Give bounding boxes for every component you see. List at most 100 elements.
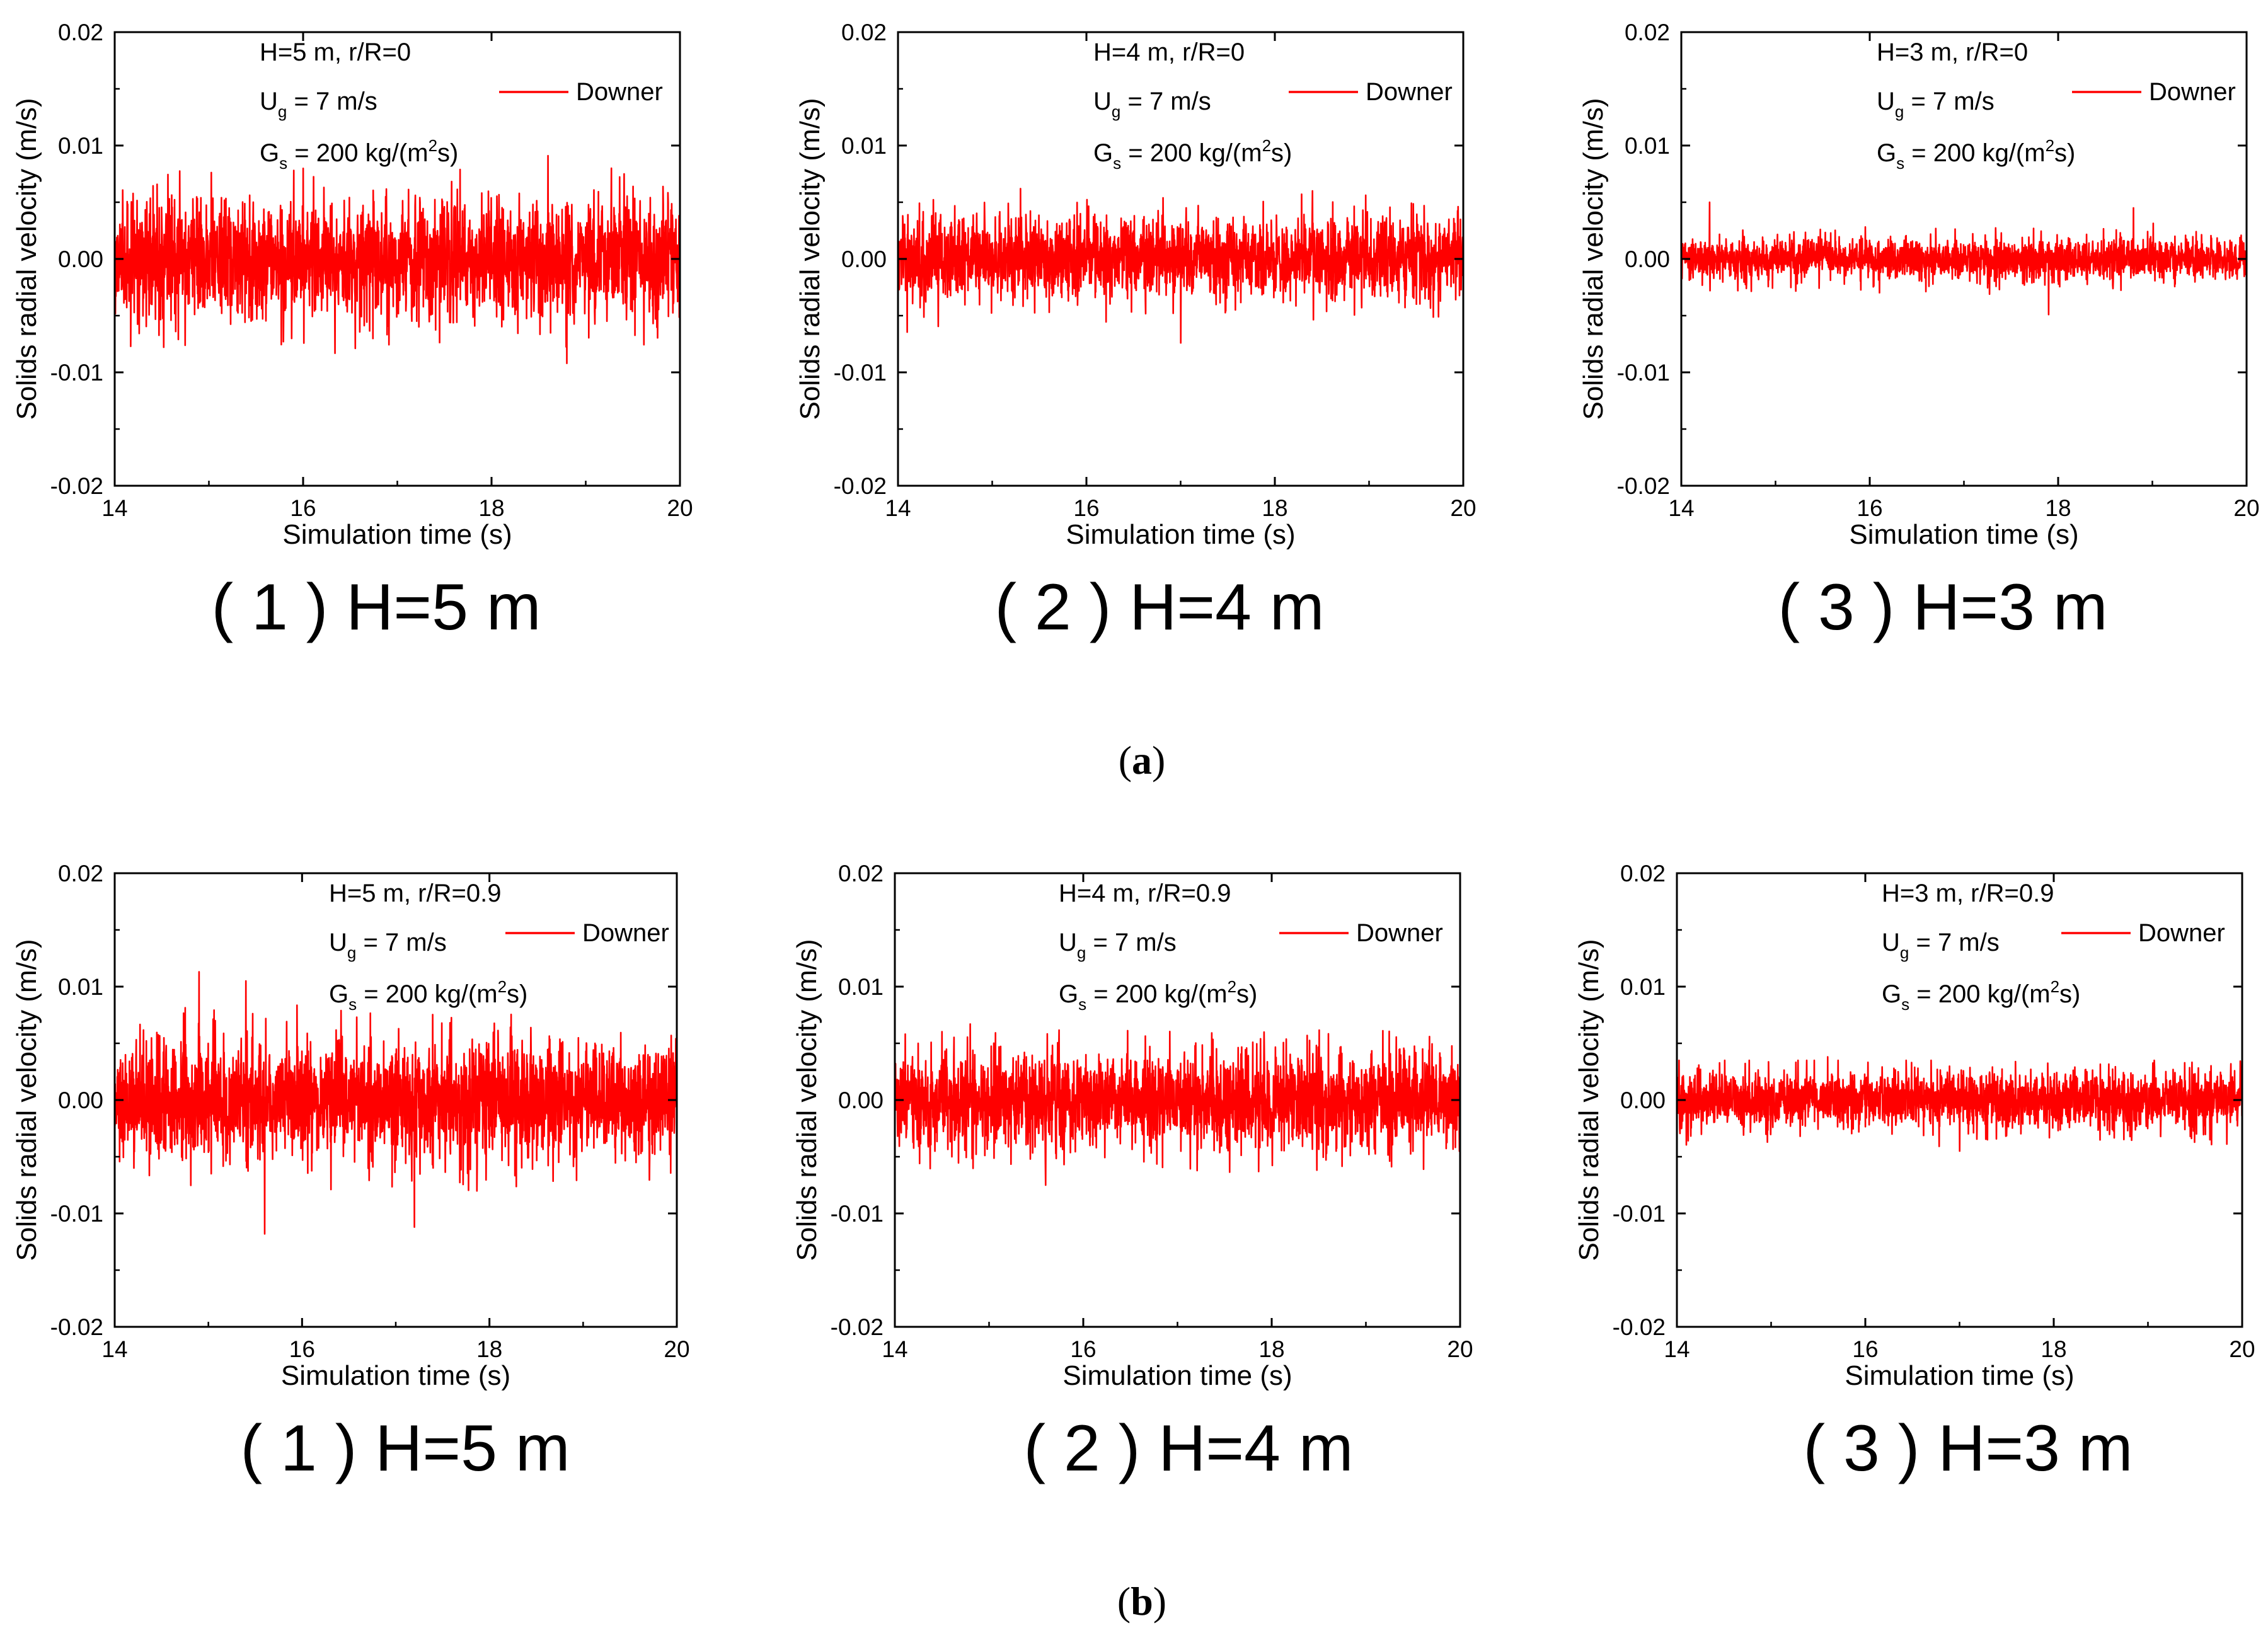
annotation-solids-flux: Gs = 200 kg/(m2s) <box>329 977 527 1014</box>
legend-label-downer: Downer <box>1356 919 1443 947</box>
chart-a2: 14 16 18 20 0.02 0.01 0.00 -0.01 -0.02 Simulation… <box>795 20 1477 550</box>
annotation-gas-velocity: Ug = 7 m/s <box>1882 929 2000 962</box>
y-axis-label: Solids radial velocity (m/s) <box>1574 939 1604 1261</box>
annotation-gas-velocity: Ug = 7 m/s <box>329 929 447 962</box>
y-tick-label: -0.02 <box>834 473 887 499</box>
y-axis-label: Solids radial velocity (m/s) <box>791 939 822 1261</box>
x-tick-label: 18 <box>2041 1336 2066 1362</box>
x-tick-label: 16 <box>1073 495 1099 521</box>
annotation-position: H=3 m, r/R=0 <box>1877 38 2028 66</box>
chart-b3: 14 16 18 20 0.02 0.01 0.00 -0.01 -0.02 Simulation… <box>1574 861 2255 1391</box>
x-tick-label: 20 <box>664 1336 689 1362</box>
chart-a1: 14 16 18 20 0.02 0.01 0.00 -0.01 -0.02 Simulation… <box>11 20 693 550</box>
y-tick-label: 0.00 <box>1620 1087 1666 1113</box>
x-tick-label: 14 <box>1664 1336 1689 1362</box>
x-tick-label: 16 <box>290 495 316 521</box>
x-tick-label: 18 <box>478 495 504 521</box>
x-tick-label: 20 <box>1447 1336 1473 1362</box>
legend-label-downer: Downer <box>2138 919 2225 947</box>
legend-label-downer: Downer <box>576 78 663 106</box>
annotation-solids-flux: Gs = 200 kg/(m2s) <box>1093 136 1292 173</box>
annotation-gas-velocity: Ug = 7 m/s <box>1093 88 1211 121</box>
group-label-b: (b) <box>1117 1579 1167 1624</box>
y-tick-label: 0.00 <box>841 246 887 272</box>
y-tick-label: 0.01 <box>1620 974 1666 1000</box>
y-tick-label: 0.00 <box>838 1087 884 1113</box>
x-tick-label: 18 <box>1262 495 1287 521</box>
y-tick-label: 0.02 <box>838 861 884 886</box>
series-line-downer <box>113 154 681 364</box>
annotation-position: H=5 m, r/R=0 <box>260 38 411 66</box>
annotation-gas-velocity: Ug = 7 m/s <box>260 88 377 121</box>
x-tick-label: 18 <box>1258 1336 1284 1362</box>
series-line-downer <box>1680 201 2248 316</box>
x-tick-label: 18 <box>476 1336 502 1362</box>
legend-label-downer: Downer <box>2149 78 2236 106</box>
y-axis-label: Solids radial velocity (m/s) <box>1578 98 1609 420</box>
annotation-gas-velocity: Ug = 7 m/s <box>1059 929 1177 962</box>
chart-b2: 14 16 18 20 0.02 0.01 0.00 -0.01 -0.02 Simulation… <box>791 861 1473 1391</box>
y-tick-label: -0.02 <box>1613 1314 1666 1340</box>
y-tick-label: 0.01 <box>841 133 887 159</box>
x-tick-label: 14 <box>101 495 127 521</box>
y-tick-label: 0.01 <box>58 974 103 1000</box>
annotation-position: H=3 m, r/R=0.9 <box>1882 880 2054 907</box>
x-axis-label: Simulation time (s) <box>282 519 512 550</box>
legend-label-downer: Downer <box>1366 78 1453 106</box>
y-tick-label: 0.00 <box>58 1087 103 1113</box>
y-tick-label: 0.00 <box>58 246 103 272</box>
panel-caption-b3: ( 3 ) H=3 m <box>1803 1412 2133 1485</box>
x-axis-label: Simulation time (s) <box>1066 519 1295 550</box>
series-line-downer <box>113 971 678 1235</box>
x-tick-label: 16 <box>1856 495 1882 521</box>
x-tick-label: 16 <box>1070 1336 1096 1362</box>
annotation-solids-flux: Gs = 200 kg/(m2s) <box>1882 977 2080 1014</box>
y-axis-label: Solids radial velocity (m/s) <box>11 98 42 420</box>
annotation-solids-flux: Gs = 200 kg/(m2s) <box>1877 136 2075 173</box>
annotation-position: H=4 m, r/R=0.9 <box>1059 880 1231 907</box>
x-tick-label: 14 <box>885 495 911 521</box>
series-line-downer <box>897 188 1465 344</box>
y-tick-label: -0.01 <box>50 360 103 386</box>
panel-caption-b1: ( 1 ) H=5 m <box>240 1412 570 1485</box>
y-tick-label: 0.02 <box>58 861 103 886</box>
y-axis-label: Solids radial velocity (m/s) <box>795 98 826 420</box>
x-tick-label: 14 <box>101 1336 127 1362</box>
x-tick-label: 18 <box>2045 495 2071 521</box>
x-axis-label: Simulation time (s) <box>1849 519 2078 550</box>
x-axis-label: Simulation time (s) <box>1062 1360 1292 1391</box>
y-tick-label: -0.01 <box>834 360 887 386</box>
annotation-gas-velocity: Ug = 7 m/s <box>1877 88 1995 121</box>
series-line-downer <box>894 1023 1461 1186</box>
y-tick-label: 0.01 <box>838 974 884 1000</box>
x-tick-label: 14 <box>1668 495 1694 521</box>
panel-caption-b2: ( 2 ) H=4 m <box>1023 1412 1354 1485</box>
annotation-solids-flux: Gs = 200 kg/(m2s) <box>1059 977 1257 1014</box>
x-tick-label: 20 <box>2229 1336 2255 1362</box>
y-tick-label: -0.01 <box>831 1201 884 1227</box>
legend-label-downer: Downer <box>582 919 669 947</box>
y-axis-label: Solids radial velocity (m/s) <box>11 939 42 1261</box>
x-tick-label: 20 <box>2233 495 2259 521</box>
y-tick-label: -0.02 <box>50 1314 103 1340</box>
y-tick-label: -0.02 <box>50 473 103 499</box>
y-tick-label: 0.02 <box>1625 20 1670 45</box>
group-label-a: (a) <box>1118 738 1166 782</box>
chart-b1: 14 16 18 20 0.02 0.01 0.00 -0.01 -0.02 Simulation… <box>11 861 690 1391</box>
y-tick-label: -0.02 <box>1617 473 1670 499</box>
x-axis-label: Simulation time (s) <box>1845 1360 2074 1391</box>
y-tick-label: 0.02 <box>841 20 887 45</box>
x-tick-label: 16 <box>1852 1336 1878 1362</box>
panel-caption-a3: ( 3 ) H=3 m <box>1778 571 2108 644</box>
x-tick-label: 14 <box>882 1336 907 1362</box>
y-tick-label: 0.00 <box>1625 246 1670 272</box>
annotation-solids-flux: Gs = 200 kg/(m2s) <box>260 136 458 173</box>
y-tick-label: -0.01 <box>1617 360 1670 386</box>
annotation-position: H=4 m, r/R=0 <box>1093 38 1245 66</box>
x-axis-label: Simulation time (s) <box>281 1360 510 1391</box>
y-tick-label: 0.01 <box>1625 133 1670 159</box>
panel-caption-a2: ( 2 ) H=4 m <box>994 571 1325 644</box>
panel-caption-a1: ( 1 ) H=5 m <box>211 571 541 644</box>
y-tick-label: 0.01 <box>58 133 103 159</box>
series-line-downer <box>1676 1056 2243 1152</box>
